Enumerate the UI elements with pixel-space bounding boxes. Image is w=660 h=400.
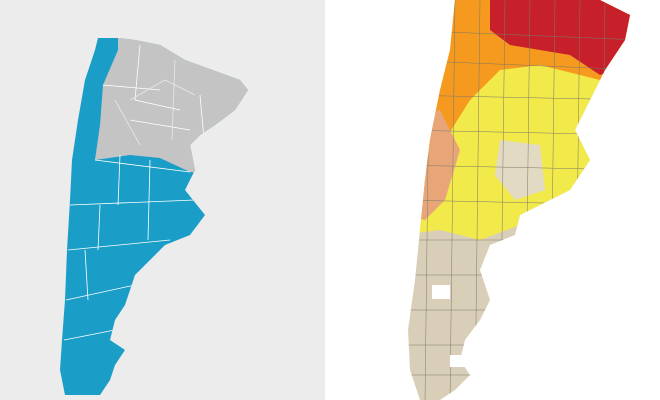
inner-tan-region — [495, 140, 545, 200]
red-region — [490, 0, 630, 75]
no-data-area — [432, 285, 450, 299]
